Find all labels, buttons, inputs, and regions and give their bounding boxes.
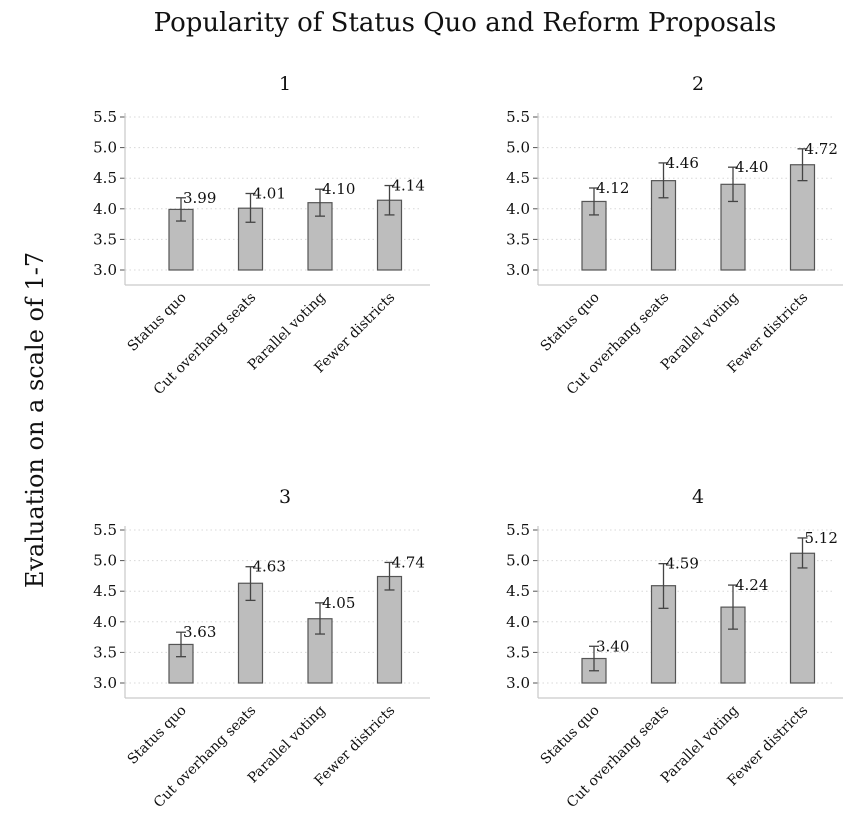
panel-title: 3 xyxy=(279,486,291,508)
y-tick-label: 5.5 xyxy=(93,108,117,126)
y-tick-label: 5.0 xyxy=(506,139,530,157)
y-tick-label: 5.5 xyxy=(506,521,530,539)
data-label: 4.46 xyxy=(666,154,699,172)
y-axis-title: Evaluation on a scale of 1-7 xyxy=(21,252,49,588)
panel-title: 2 xyxy=(692,73,704,95)
y-tick-label: 4.0 xyxy=(93,613,117,631)
bar xyxy=(237,207,264,271)
data-label: 4.05 xyxy=(322,594,355,612)
data-label: 4.12 xyxy=(596,179,629,197)
category-label: Status quo xyxy=(538,290,603,355)
y-tick-label: 4.0 xyxy=(506,613,530,631)
panel-title: 4 xyxy=(692,486,704,508)
y-tick-label: 4.0 xyxy=(93,200,117,218)
bar xyxy=(789,552,816,684)
y-tick-label: 4.5 xyxy=(506,169,530,187)
data-label: 4.01 xyxy=(253,185,286,203)
y-tick-label: 4.5 xyxy=(506,582,530,600)
y-tick-label: 3.5 xyxy=(506,230,530,248)
y-tick-label: 3.5 xyxy=(506,643,530,661)
data-label: 4.72 xyxy=(805,140,838,158)
data-label: 3.63 xyxy=(183,623,216,641)
data-label: 3.99 xyxy=(183,189,216,207)
y-tick-label: 3.5 xyxy=(93,230,117,248)
y-tick-label: 3.0 xyxy=(93,261,117,279)
category-label: Status quo xyxy=(538,703,603,768)
y-tick-label: 3.0 xyxy=(506,261,530,279)
y-tick-label: 3.5 xyxy=(93,643,117,661)
bar xyxy=(376,575,403,684)
chart-title: Popularity of Status Quo and Reform Prop… xyxy=(154,8,777,38)
category-label: Status quo xyxy=(125,290,190,355)
data-label: 4.14 xyxy=(392,177,425,195)
data-label: 4.24 xyxy=(735,576,768,594)
y-tick-label: 5.5 xyxy=(93,521,117,539)
data-label: 4.63 xyxy=(253,558,286,576)
y-tick-label: 3.0 xyxy=(506,674,530,692)
data-label: 4.40 xyxy=(735,158,768,176)
y-tick-label: 5.5 xyxy=(506,108,530,126)
bar xyxy=(237,582,264,684)
y-tick-label: 4.5 xyxy=(93,582,117,600)
data-label: 4.59 xyxy=(666,555,699,573)
y-tick-label: 3.0 xyxy=(93,674,117,692)
y-tick-label: 4.5 xyxy=(93,169,117,187)
data-label: 3.40 xyxy=(596,637,629,655)
y-tick-label: 5.0 xyxy=(93,552,117,570)
y-tick-label: 4.0 xyxy=(506,200,530,218)
y-tick-label: 5.0 xyxy=(506,552,530,570)
data-label: 5.12 xyxy=(805,529,838,547)
data-label: 4.10 xyxy=(322,180,355,198)
data-label: 4.74 xyxy=(392,553,425,571)
y-tick-label: 5.0 xyxy=(93,139,117,157)
bar xyxy=(168,208,194,271)
panel-title: 1 xyxy=(279,73,291,95)
category-label: Status quo xyxy=(125,703,190,768)
